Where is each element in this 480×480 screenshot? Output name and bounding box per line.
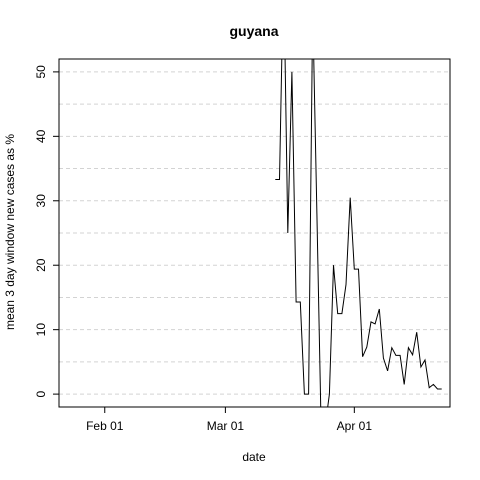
grid-lines <box>59 71 450 395</box>
y-tick-label: 0 <box>34 390 48 397</box>
chart-title: guyana <box>229 23 278 39</box>
y-tick-label: 30 <box>34 194 48 208</box>
x-tick-label: Feb 01 <box>86 419 124 433</box>
x-axis: Feb 01 Mar 01 Apr 01 <box>86 407 372 433</box>
series-line <box>275 59 442 407</box>
y-tick-label: 50 <box>34 65 48 79</box>
x-tick-label: Mar 01 <box>207 419 245 433</box>
x-tick-label: Apr 01 <box>337 419 373 433</box>
x-axis-label: date <box>242 450 266 464</box>
plot-frame <box>58 58 451 408</box>
y-tick-label: 20 <box>34 258 48 272</box>
y-axis-label: mean 3 day window new cases as % <box>3 134 17 330</box>
y-tick-label: 10 <box>34 323 48 337</box>
y-axis: 0 10 20 30 40 50 <box>34 65 59 397</box>
y-tick-label: 40 <box>34 129 48 143</box>
